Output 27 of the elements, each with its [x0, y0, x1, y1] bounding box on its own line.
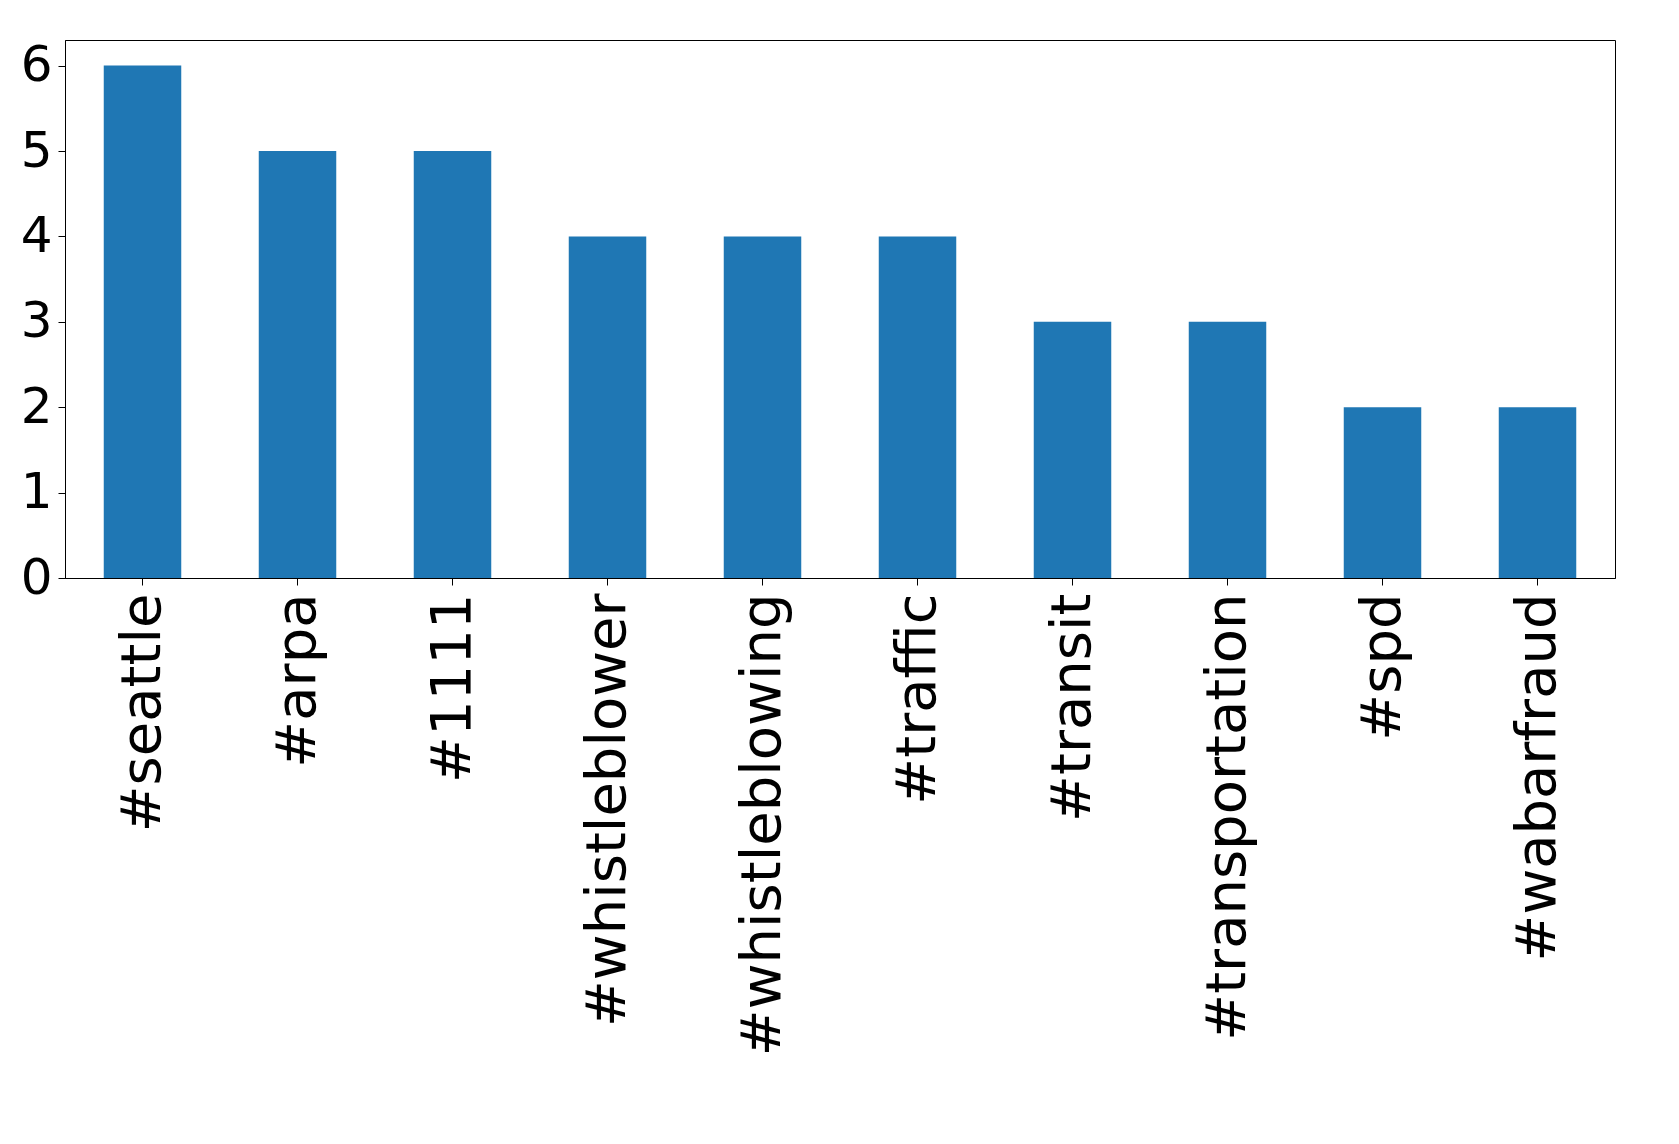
- bar: [568, 236, 647, 578]
- bar: [1188, 321, 1267, 578]
- x-tick-label: #traffic: [882, 593, 948, 805]
- bar: [1343, 407, 1422, 578]
- x-tick-label: #arpa: [262, 593, 328, 768]
- y-tick-label: 5: [20, 120, 53, 179]
- x-tick-label: #whistleblower: [572, 592, 638, 1028]
- bar: [723, 236, 802, 578]
- y-tick-label: 4: [20, 205, 53, 264]
- x-tick-label: #seattle: [107, 593, 173, 833]
- y-tick-label: 3: [20, 291, 53, 350]
- x-tick-label: #1111: [417, 593, 483, 783]
- x-tick-label: #spd: [1347, 593, 1413, 741]
- bar: [258, 151, 337, 578]
- y-tick-label: 1: [20, 462, 53, 521]
- bar: [103, 65, 182, 578]
- y-tick-label: 6: [20, 35, 53, 94]
- x-tick-label: #transportation: [1192, 593, 1258, 1041]
- y-tick-label: 2: [20, 376, 53, 435]
- bar: [878, 236, 957, 578]
- x-tick-label: #wabarfraud: [1502, 593, 1568, 962]
- x-tick-label: #transit: [1037, 593, 1103, 822]
- x-tick-label: #whistleblowing: [727, 593, 793, 1057]
- bar: [413, 151, 492, 578]
- bar: [1033, 321, 1112, 578]
- y-tick-label: 0: [20, 547, 53, 606]
- bar: [1498, 407, 1577, 578]
